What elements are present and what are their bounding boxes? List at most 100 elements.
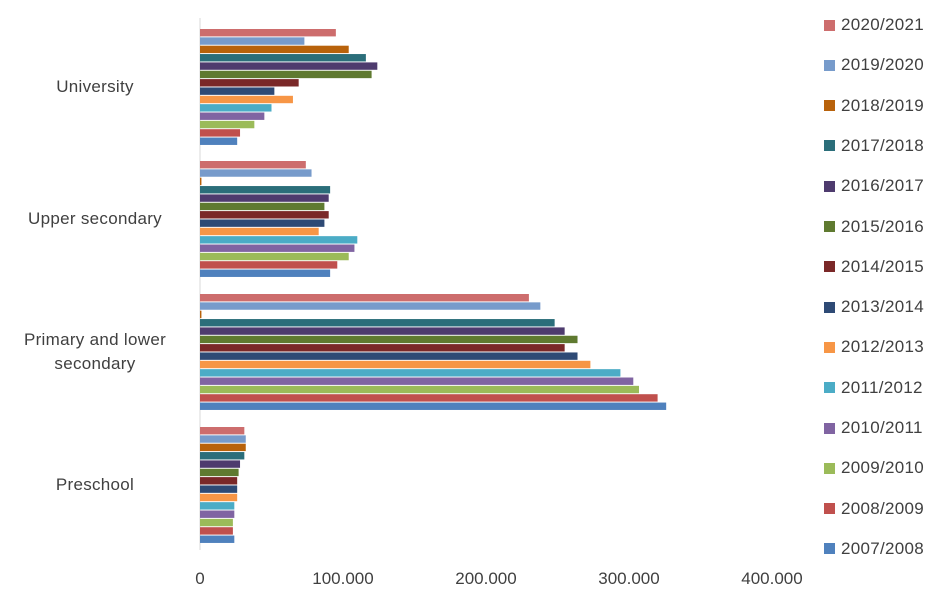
legend-item: 2018/2019 (824, 95, 924, 117)
category-label-line: University (56, 77, 134, 97)
legend-swatch (824, 301, 835, 313)
bar-preschool-2015-2016 (200, 468, 239, 477)
legend-label: 2020/2021 (841, 15, 925, 34)
bar-preschool-2018-2019 (200, 443, 246, 452)
legend-item: 2015/2016 (824, 216, 924, 238)
legend-item: 2013/2014 (824, 296, 924, 318)
bar-preschool-2010-2011 (200, 510, 235, 518)
bar-preschool-2008-2009 (200, 527, 233, 535)
bar-preschool-2016-2017 (200, 460, 241, 468)
legend-swatch (824, 382, 835, 394)
legend-label: 2012/2013 (841, 337, 925, 357)
bar-primary-and-lower-secondary-2007-2008 (200, 402, 667, 410)
category-label-line: Primary and lower (23, 330, 167, 350)
legend-label: 2007/2008 (841, 538, 925, 558)
legend-label: 2019/2020 (841, 55, 925, 75)
legend-item: 2009/2010 (824, 457, 924, 479)
bars-group (200, 29, 667, 543)
bar-preschool-2007-2008 (200, 535, 235, 543)
legend-item: 2016/2017 (824, 175, 924, 197)
legend-label: 2008/2009 (841, 498, 925, 518)
category-label-line: Upper secondary (28, 209, 162, 229)
legend-item: 2017/2018 (824, 135, 924, 157)
legend-label: 2017/2018 (841, 135, 925, 155)
bar-preschool-2011-2012 (200, 502, 235, 510)
legend-label: 2016/2017 (841, 176, 925, 196)
bar-university-2010-2011 (200, 112, 265, 120)
legend-swatch (824, 19, 835, 31)
legend-item: 2011/2012 (824, 377, 923, 399)
bar-primary-and-lower-secondary-2010-2011 (200, 377, 634, 385)
legend-swatch (824, 100, 835, 112)
legend-item: 2014/2015 (824, 256, 924, 278)
bar-university-2014-2015 (200, 79, 299, 87)
category-label-line: secondary (54, 354, 136, 374)
bar-university-2013-2014 (200, 87, 275, 95)
bar-upper-secondary-2019-2020 (200, 169, 312, 177)
bar-upper-secondary-2016-2017 (200, 194, 329, 202)
legend-label: 2011/2012 (841, 377, 923, 397)
category-label: Primary and lower secondary (0, 328, 190, 376)
legend-swatch (824, 221, 835, 232)
bar-upper-secondary-2012-2013 (200, 227, 319, 236)
legend-label: 2014/2015 (841, 256, 925, 276)
bar-upper-secondary-2018-2019 (200, 177, 202, 186)
bar-university-2016-2017 (200, 62, 378, 70)
legend-item: 2007/2008 (824, 538, 924, 560)
legend-swatch (824, 180, 835, 192)
bar-primary-and-lower-secondary-2019-2020 (200, 302, 541, 310)
bar-upper-secondary-2020-2021 (200, 161, 306, 169)
legend-swatch (824, 503, 835, 515)
x-tick-label: 200.000 (455, 569, 517, 588)
legend-swatch (824, 422, 835, 434)
bar-upper-secondary-2013-2014 (200, 219, 325, 227)
legend-item: 2019/2020 (824, 54, 924, 76)
bar-primary-and-lower-secondary-2016-2017 (200, 327, 565, 335)
bar-primary-and-lower-secondary-2012-2013 (200, 360, 591, 369)
legend-label: 2013/2014 (841, 297, 925, 317)
bar-upper-secondary-2010-2011 (200, 244, 355, 252)
bar-university-2019-2020 (200, 37, 305, 45)
bar-upper-secondary-2014-2015 (200, 211, 329, 219)
bar-university-2007-2008 (200, 137, 238, 145)
bar-primary-and-lower-secondary-2018-2019 (200, 310, 202, 319)
bar-primary-and-lower-secondary-2013-2014 (200, 352, 578, 360)
bar-preschool-2020-2021 (200, 427, 245, 435)
legend-label: 2018/2019 (841, 95, 925, 115)
bar-primary-and-lower-secondary-2011-2012 (200, 369, 621, 377)
bar-preschool-2012-2013 (200, 493, 238, 502)
x-tick-label: 0 (195, 569, 205, 588)
bar-upper-secondary-2009-2010 (200, 252, 349, 261)
bar-preschool-2014-2015 (200, 477, 238, 485)
bar-university-2015-2016 (200, 70, 372, 79)
bar-upper-secondary-2007-2008 (200, 269, 331, 277)
category-label: Upper secondary (0, 207, 190, 231)
legend-item: 2010/2011 (824, 417, 923, 439)
bar-university-2018-2019 (200, 45, 349, 54)
bar-preschool-2019-2020 (200, 435, 246, 443)
bar-university-2008-2009 (200, 129, 241, 137)
bar-primary-and-lower-secondary-2008-2009 (200, 394, 658, 402)
bar-university-2009-2010 (200, 120, 255, 129)
bar-university-2020-2021 (200, 29, 336, 37)
legend-label: 2009/2010 (841, 458, 925, 478)
bar-primary-and-lower-secondary-2014-2015 (200, 344, 565, 352)
x-tick-label: 400.000 (741, 569, 803, 588)
legend-item: 2012/2013 (824, 336, 924, 358)
bar-university-2017-2018 (200, 54, 366, 62)
bar-preschool-2009-2010 (200, 518, 233, 527)
x-tick-label: 100.000 (312, 569, 374, 588)
legend-item: 2008/2009 (824, 498, 924, 520)
bar-preschool-2013-2014 (200, 485, 238, 493)
bar-upper-secondary-2008-2009 (200, 261, 338, 269)
bar-primary-and-lower-secondary-2020-2021 (200, 294, 529, 302)
legend-swatch (824, 261, 835, 273)
category-label-line: Preschool (55, 475, 135, 495)
legend-swatch (824, 59, 835, 71)
legend-swatch (824, 543, 835, 555)
bar-primary-and-lower-secondary-2009-2010 (200, 385, 640, 394)
bar-upper-secondary-2017-2018 (200, 186, 331, 194)
bar-university-2011-2012 (200, 104, 272, 112)
legend-item: 2020/2021 (824, 14, 924, 36)
